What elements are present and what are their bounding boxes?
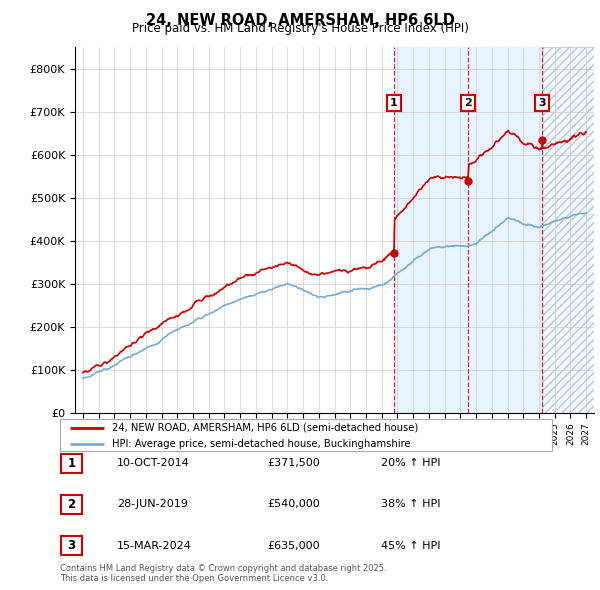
Text: 20% ↑ HPI: 20% ↑ HPI bbox=[381, 458, 440, 468]
Text: HPI: Average price, semi-detached house, Buckinghamshire: HPI: Average price, semi-detached house,… bbox=[112, 439, 410, 449]
Text: 3: 3 bbox=[538, 98, 546, 108]
Text: 2: 2 bbox=[464, 98, 472, 108]
Text: Price paid vs. HM Land Registry's House Price Index (HPI): Price paid vs. HM Land Registry's House … bbox=[131, 22, 469, 35]
FancyBboxPatch shape bbox=[61, 495, 82, 514]
Text: 28-JUN-2019: 28-JUN-2019 bbox=[117, 500, 188, 509]
Text: £540,000: £540,000 bbox=[267, 500, 320, 509]
Text: 24, NEW ROAD, AMERSHAM, HP6 6LD (semi-detached house): 24, NEW ROAD, AMERSHAM, HP6 6LD (semi-de… bbox=[112, 423, 418, 433]
Text: 45% ↑ HPI: 45% ↑ HPI bbox=[381, 541, 440, 550]
FancyBboxPatch shape bbox=[60, 419, 552, 451]
Text: 15-MAR-2024: 15-MAR-2024 bbox=[117, 541, 192, 550]
Text: 24, NEW ROAD, AMERSHAM, HP6 6LD: 24, NEW ROAD, AMERSHAM, HP6 6LD bbox=[146, 13, 454, 28]
Text: 1: 1 bbox=[67, 457, 76, 470]
Bar bbox=[394, 47, 542, 413]
FancyBboxPatch shape bbox=[61, 536, 82, 555]
Text: £635,000: £635,000 bbox=[267, 541, 320, 550]
Text: £371,500: £371,500 bbox=[267, 458, 320, 468]
Bar bbox=[542, 47, 594, 413]
Bar bbox=[542, 47, 594, 413]
Text: 10-OCT-2014: 10-OCT-2014 bbox=[117, 458, 190, 468]
Text: 3: 3 bbox=[67, 539, 76, 552]
Text: 1: 1 bbox=[390, 98, 398, 108]
Text: 38% ↑ HPI: 38% ↑ HPI bbox=[381, 500, 440, 509]
Text: Contains HM Land Registry data © Crown copyright and database right 2025.
This d: Contains HM Land Registry data © Crown c… bbox=[60, 563, 386, 583]
FancyBboxPatch shape bbox=[61, 454, 82, 473]
Text: 2: 2 bbox=[67, 498, 76, 511]
